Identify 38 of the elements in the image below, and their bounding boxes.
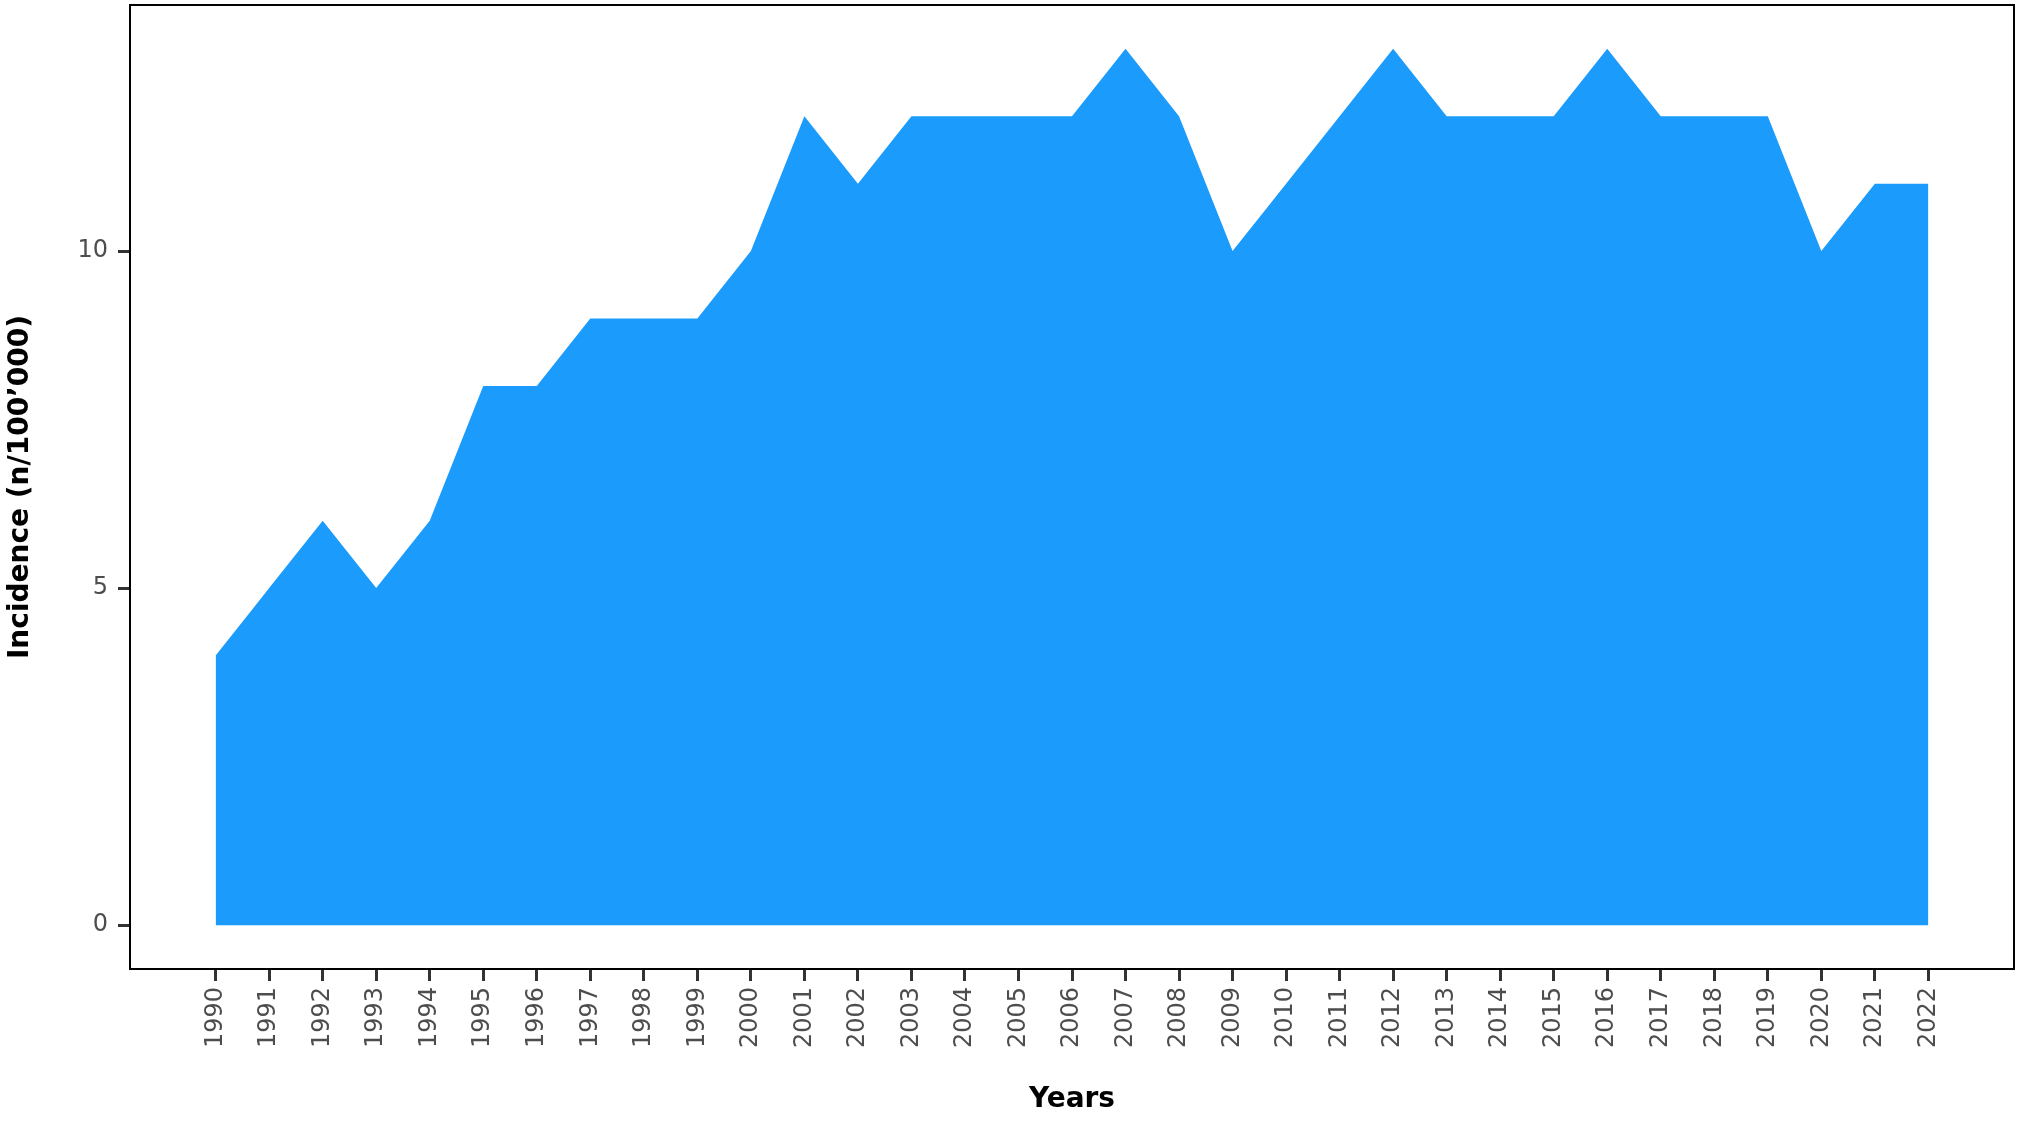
x-tick-label: 1999 [681,987,710,1049]
x-tick-label: 2002 [842,987,871,1049]
x-tick-label: 2015 [1537,987,1566,1049]
x-tick-label: 1990 [199,987,228,1049]
x-tick-label: 2017 [1644,987,1673,1049]
y-tick-label: 0 [92,909,108,938]
x-tick-label: 1995 [467,987,496,1049]
x-tick-label: 1992 [306,987,335,1049]
x-tick-label: 2001 [788,987,817,1049]
x-tick-label: 1998 [628,987,657,1049]
x-tick-label: 2003 [895,987,924,1049]
x-tick-label: 1991 [253,987,282,1049]
x-tick-label: 2022 [1912,987,1941,1049]
x-tick-label: 2005 [1002,987,1031,1049]
x-tick-label: 2009 [1216,987,1245,1049]
y-axis-title: Incidence (n/100’000) [2,314,36,660]
x-tick-label: 2004 [949,987,978,1049]
x-tick-label: 2013 [1430,987,1459,1049]
x-tick-label: 2012 [1377,987,1406,1049]
x-tick-label: 2014 [1484,987,1513,1049]
y-tick-label: 5 [92,572,108,601]
x-tick-label: 1997 [574,987,603,1049]
x-tick-label: 1993 [360,987,389,1049]
x-tick-label: 1994 [413,987,442,1049]
x-tick-label: 2019 [1752,987,1781,1049]
x-axis-title: Years [1027,1081,1116,1115]
x-tick-label: 2016 [1591,987,1620,1049]
x-tick-label: 2020 [1805,987,1834,1049]
x-tick-label: 2007 [1109,987,1138,1049]
x-tick-label: 2008 [1163,987,1192,1049]
x-tick-label: 2021 [1859,987,1888,1049]
x-tick-label: 1996 [521,987,550,1049]
x-tick-label: 2000 [735,987,764,1049]
x-tick-label: 2018 [1698,987,1727,1049]
x-tick-label: 2010 [1270,987,1299,1049]
x-tick-label: 2006 [1056,987,1085,1049]
y-tick-label: 10 [77,235,108,264]
x-tick-label: 2011 [1323,987,1352,1049]
